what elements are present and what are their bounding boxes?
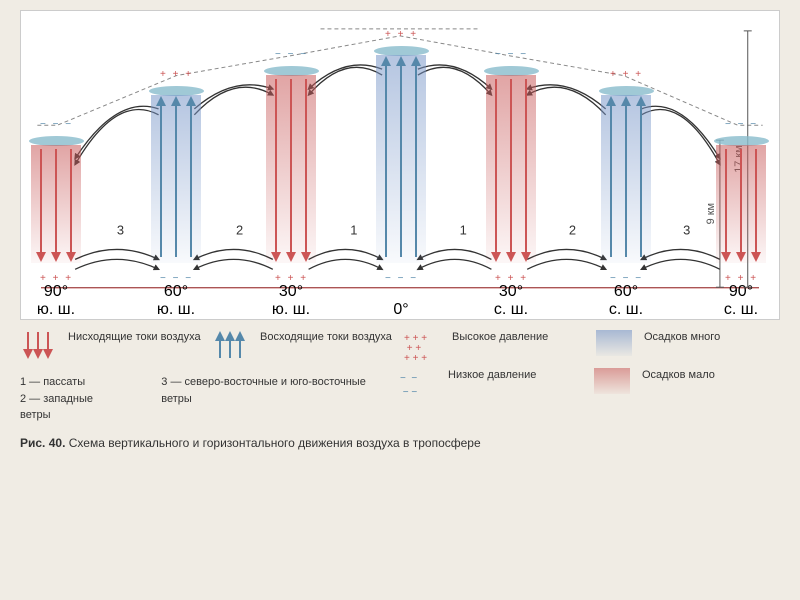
descending-arrows-icon [716, 143, 766, 268]
legend-high-pressure: + + + + ++ + + Высокое давление [404, 330, 588, 360]
latitude-label: 30°с. ш. [486, 283, 536, 319]
precip-many-icon [596, 330, 636, 360]
svg-text:3: 3 [117, 223, 124, 238]
legend-precip-few: Осадков мало [594, 368, 780, 398]
wind-type-2: 2 — западные ветры [20, 391, 123, 424]
legend-low-pressure: − − − − Низкое давление [400, 368, 586, 398]
high-pressure-mark: + + + [484, 273, 539, 284]
legend-precip-many: Осадков много [596, 330, 780, 360]
legend-ascending: Восходящие токи воздуха [212, 330, 396, 360]
descending-arrows-icon [266, 73, 316, 268]
descending-arrows-icon [486, 73, 536, 268]
low-pressure-icon: − − − − [400, 368, 440, 398]
precip-few-icon [594, 368, 634, 398]
high-pressure-mark: + + + [599, 69, 654, 80]
legend: Нисходящие токи воздуха Восходящие токи … [20, 330, 780, 424]
svg-text:1: 1 [460, 223, 467, 238]
legend-label: Высокое давление [452, 330, 588, 344]
svg-text:1: 1 [350, 223, 357, 238]
troposphere-diagram: 90°ю. ш. 60°ю. ш. 30°ю. ш. 0° 30°с. ш. 60°с. … [20, 10, 780, 320]
legend-label: Восходящие токи воздуха [260, 330, 396, 344]
high-pressure-mark: + + + [149, 69, 204, 80]
latitude-label: 60°ю. ш. [151, 283, 201, 319]
low-pressure-mark: − − − [484, 49, 539, 60]
high-pressure-mark: + + + [29, 273, 84, 284]
descending-arrows-icon [31, 143, 81, 268]
latitude-label: 90°с. ш. [716, 283, 766, 319]
high-pressure-mark: + + + [264, 273, 319, 284]
descending-arrows-icon [20, 330, 60, 360]
ascending-arrows-icon [376, 53, 426, 268]
wind-type-3: 3 — северо-восточные и юго-восточные вет… [161, 374, 392, 407]
svg-text:2: 2 [569, 223, 576, 238]
legend-label: Осадков много [644, 330, 780, 344]
low-pressure-mark: − − − [599, 273, 654, 284]
svg-text:2: 2 [236, 223, 243, 238]
high-pressure-mark: + + + [714, 273, 769, 284]
latitude-label: 30°ю. ш. [266, 283, 316, 319]
legend-label: Нисходящие токи воздуха [68, 330, 204, 344]
figure-caption: Рис. 40. Схема вертикального и горизонта… [20, 436, 780, 450]
wind-type-1: 1 — пассаты [20, 374, 123, 391]
legend-label: Низкое давление [448, 368, 586, 382]
high-pressure-icon: + + + + ++ + + [404, 330, 444, 360]
high-pressure-mark: + + + [374, 29, 429, 40]
latitude-label: 0° [376, 301, 426, 319]
legend-wind-types: 1 — пассаты 2 — западные ветры 3 — север… [20, 368, 392, 424]
low-pressure-mark: − − − [374, 273, 429, 284]
latitude-label: 60°с. ш. [601, 283, 651, 319]
legend-descending: Нисходящие токи воздуха [20, 330, 204, 360]
legend-label: Осадков мало [642, 368, 780, 382]
low-pressure-mark: − − − [29, 119, 84, 130]
ground-line [41, 287, 759, 289]
caption-text: Схема вертикального и горизонтального дв… [69, 436, 481, 450]
ascending-arrows-icon [151, 93, 201, 268]
latitude-label: 90°ю. ш. [31, 283, 81, 319]
low-pressure-mark: − − − [264, 49, 319, 60]
low-pressure-mark: − − − [714, 119, 769, 130]
svg-text:3: 3 [683, 223, 690, 238]
low-pressure-mark: − − − [149, 273, 204, 284]
ascending-arrows-icon [212, 330, 252, 360]
caption-prefix: Рис. 40. [20, 436, 69, 450]
ascending-arrows-icon [601, 93, 651, 268]
